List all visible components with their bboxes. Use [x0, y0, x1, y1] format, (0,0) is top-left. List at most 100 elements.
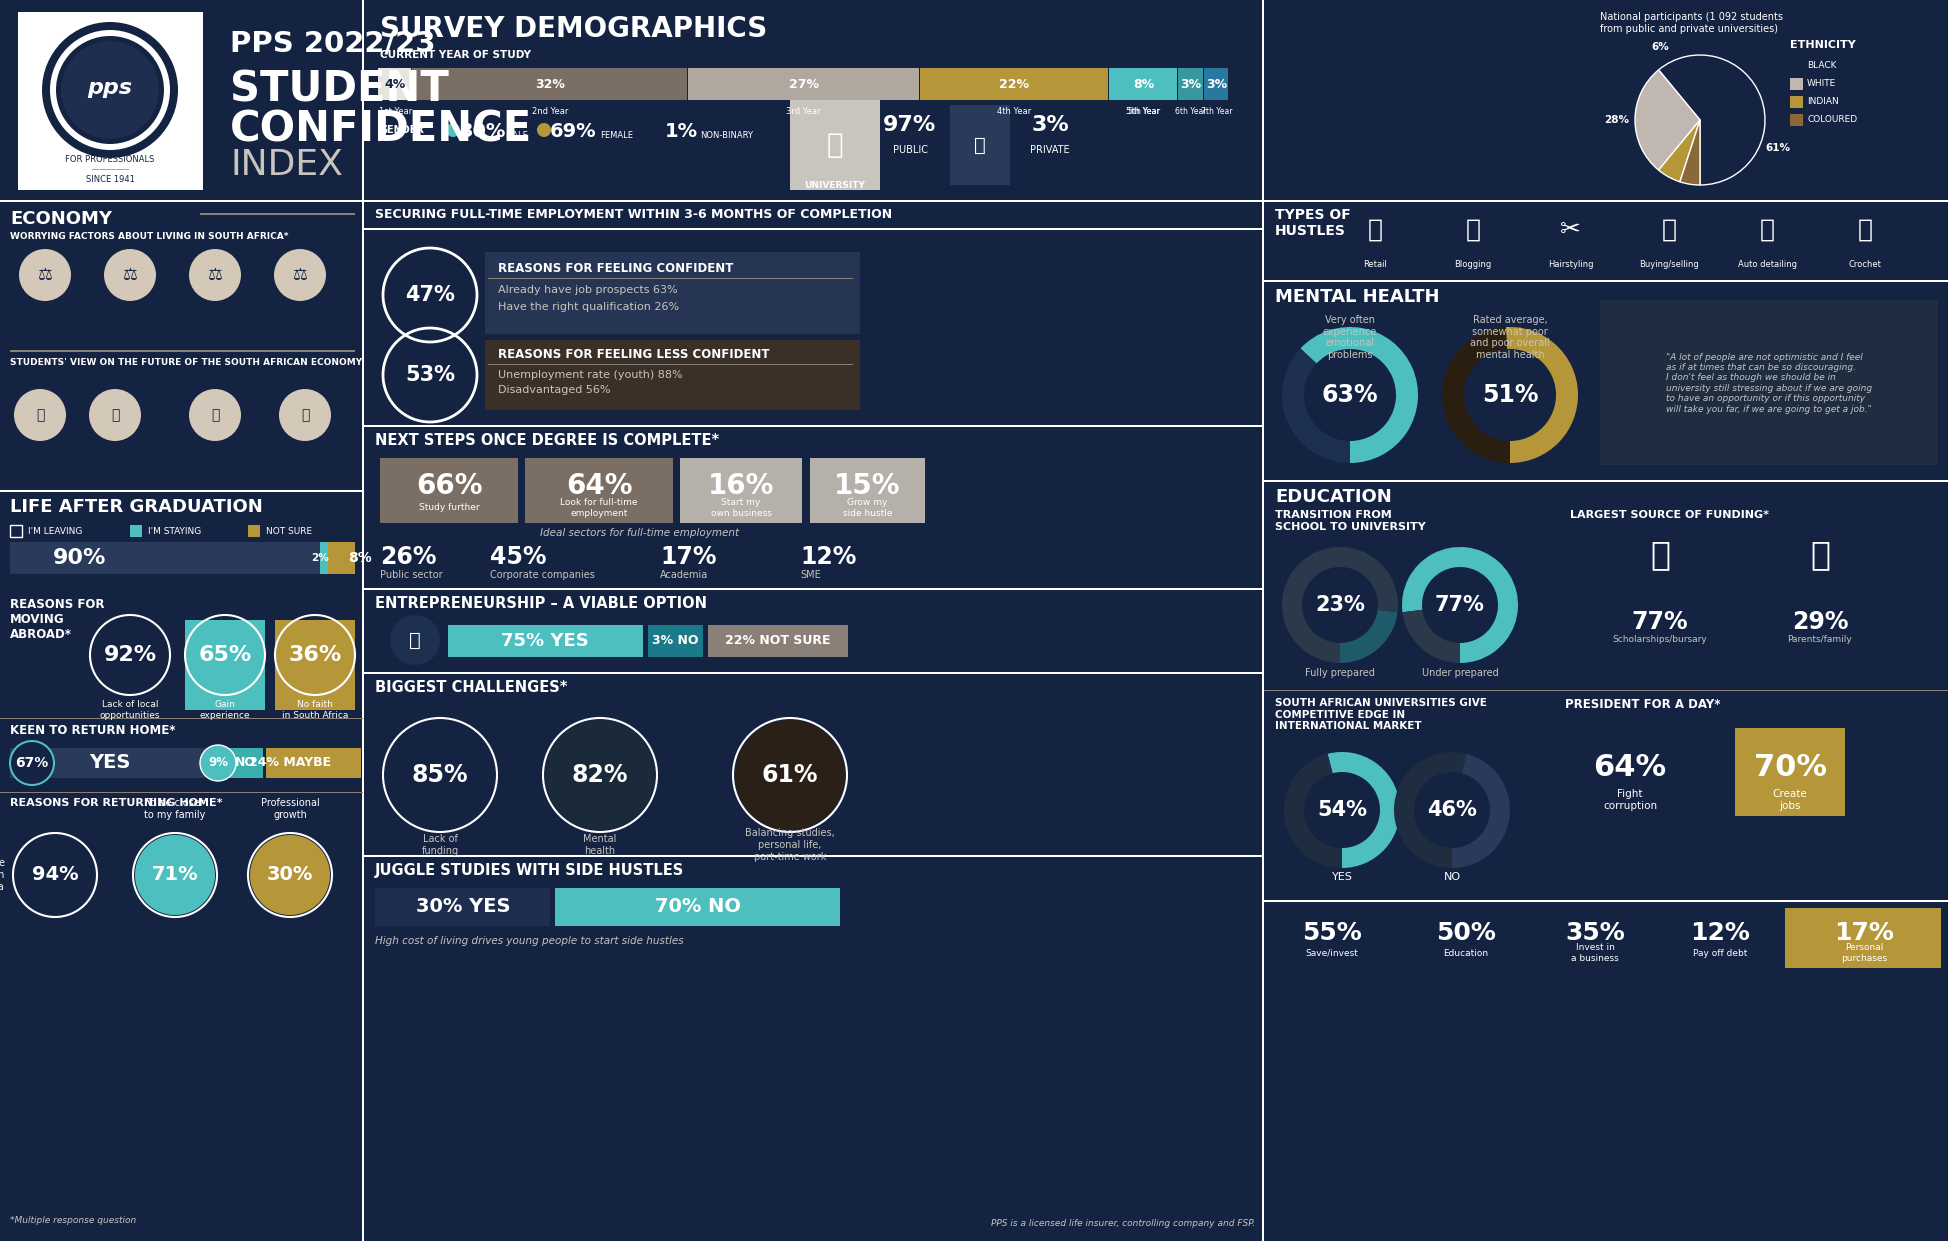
- Text: 67%: 67%: [16, 756, 49, 769]
- Circle shape: [390, 616, 440, 665]
- Circle shape: [43, 22, 177, 158]
- Bar: [413, 68, 686, 101]
- Text: No faith
in South Africa: No faith in South Africa: [282, 700, 349, 720]
- Circle shape: [51, 30, 169, 150]
- Text: 82%: 82%: [573, 763, 629, 787]
- Text: LIFE AFTER GRADUATION: LIFE AFTER GRADUATION: [10, 498, 263, 516]
- Circle shape: [386, 720, 495, 830]
- Text: 85%: 85%: [411, 763, 468, 787]
- Text: Lack of local
opportunities: Lack of local opportunities: [99, 700, 160, 720]
- Text: Not sure: Not sure: [286, 469, 323, 478]
- Wedge shape: [1658, 55, 1765, 185]
- Text: ✂️: ✂️: [1560, 218, 1582, 242]
- Text: 3%: 3%: [1030, 115, 1069, 135]
- Text: ⚖: ⚖: [123, 266, 138, 284]
- Wedge shape: [1451, 753, 1510, 867]
- Bar: [919, 68, 1108, 101]
- Circle shape: [19, 249, 70, 302]
- Text: 24%: 24%: [90, 443, 140, 463]
- Text: Cost of living/
poverty/economy: Cost of living/ poverty/economy: [261, 330, 339, 350]
- Text: 78%: 78%: [18, 305, 72, 325]
- Bar: [1268, 908, 1395, 968]
- Text: SME: SME: [801, 570, 820, 580]
- Text: 6th Year: 6th Year: [1175, 108, 1206, 117]
- Text: PPS 2022/23: PPS 2022/23: [230, 30, 436, 58]
- Text: BLACK: BLACK: [1808, 62, 1837, 71]
- Text: NO: NO: [234, 757, 255, 769]
- Text: 65%: 65%: [199, 645, 251, 665]
- Bar: [1204, 68, 1229, 101]
- Text: 9%: 9%: [208, 757, 228, 769]
- Text: Hairstyling: Hairstyling: [1549, 261, 1593, 269]
- Text: 66%: 66%: [415, 472, 483, 500]
- Text: Professional
growth: Professional growth: [261, 798, 319, 820]
- Text: "A lot of people are not optimistic and I feel
as if at times that can be so dis: "A lot of people are not optimistic and …: [1666, 352, 1872, 413]
- Text: 69%: 69%: [549, 122, 596, 141]
- Wedge shape: [1395, 752, 1467, 867]
- Text: 64%: 64%: [1593, 753, 1667, 783]
- Bar: [1262, 0, 1264, 1241]
- Text: pps: pps: [88, 78, 132, 98]
- Bar: [10, 748, 205, 778]
- Bar: [0, 490, 362, 491]
- Wedge shape: [1506, 326, 1578, 463]
- Text: GENDER: GENDER: [380, 125, 425, 135]
- Text: SOUTH AFRICAN UNIVERSITIES GIVE
COMPETITIVE EDGE IN
INTERNATIONAL MARKET: SOUTH AFRICAN UNIVERSITIES GIVE COMPETIT…: [1276, 697, 1486, 731]
- Text: CONFIDENCE: CONFIDENCE: [230, 108, 532, 150]
- Text: High cost of living drives young people to start side hustles: High cost of living drives young people …: [376, 936, 684, 946]
- Circle shape: [249, 835, 329, 915]
- Bar: [131, 525, 142, 537]
- Bar: [1736, 728, 1845, 817]
- Text: 52%: 52%: [273, 305, 327, 325]
- Bar: [362, 0, 364, 1241]
- Text: Corruption/
Crime: Corruption/ Crime: [19, 330, 70, 350]
- Text: 3rd Year: 3rd Year: [787, 108, 820, 117]
- Text: Crochet: Crochet: [1849, 261, 1882, 269]
- Text: PUBLIC: PUBLIC: [892, 145, 927, 155]
- Wedge shape: [1442, 328, 1510, 463]
- Circle shape: [189, 249, 242, 302]
- Text: 💰: 💰: [35, 408, 45, 422]
- Circle shape: [734, 720, 845, 830]
- Wedge shape: [1340, 609, 1397, 663]
- Text: 30%: 30%: [267, 865, 314, 885]
- Text: 77%: 77%: [1632, 611, 1689, 634]
- Bar: [1790, 60, 1804, 72]
- Bar: [649, 625, 703, 656]
- Text: It will grow: It will grow: [16, 469, 64, 478]
- Text: 63%: 63%: [1321, 383, 1379, 407]
- Text: WORRYING FACTORS ABOUT LIVING IN SOUTH AFRICA*: WORRYING FACTORS ABOUT LIVING IN SOUTH A…: [10, 232, 288, 241]
- Text: 3%: 3%: [1206, 77, 1227, 91]
- Text: 54%: 54%: [1317, 800, 1367, 820]
- Bar: [1264, 900, 1948, 902]
- Text: 3%: 3%: [1180, 77, 1202, 91]
- Circle shape: [386, 249, 475, 340]
- Text: Rated average,
somewhat poor
and poor overall
mental health: Rated average, somewhat poor and poor ov…: [1471, 315, 1551, 360]
- Text: 61%: 61%: [1765, 143, 1790, 153]
- Text: YES: YES: [1332, 872, 1352, 882]
- Text: 92%: 92%: [103, 645, 156, 665]
- Text: TYPES OF
HUSTLES: TYPES OF HUSTLES: [1276, 208, 1350, 238]
- Text: Unemployment: Unemployment: [179, 335, 249, 345]
- Text: To be closer
to my family: To be closer to my family: [144, 798, 206, 820]
- Text: 30% YES: 30% YES: [415, 897, 510, 917]
- Wedge shape: [1282, 547, 1399, 663]
- Text: ECONOMY: ECONOMY: [10, 210, 111, 228]
- Text: Mental
health: Mental health: [582, 834, 618, 856]
- Text: FEMALE: FEMALE: [600, 130, 633, 139]
- Text: 🏛️: 🏛️: [974, 135, 986, 154]
- Circle shape: [90, 388, 140, 441]
- Text: Failing
infrastructure: Failing infrastructure: [99, 330, 162, 350]
- Text: 54%: 54%: [191, 443, 240, 463]
- Text: 4th Year: 4th Year: [997, 108, 1032, 117]
- Text: Fight
corruption: Fight corruption: [1603, 789, 1658, 810]
- Text: UNIVERSITY: UNIVERSITY: [805, 180, 865, 190]
- Text: 53%: 53%: [405, 365, 456, 385]
- Text: SINCE 1941: SINCE 1941: [86, 175, 134, 185]
- Text: STUDENT: STUDENT: [230, 68, 448, 110]
- Text: Public sector: Public sector: [380, 570, 442, 580]
- Text: 6%: 6%: [1652, 42, 1669, 52]
- Bar: [1660, 908, 1779, 968]
- Bar: [1784, 908, 1940, 968]
- Bar: [0, 200, 1948, 202]
